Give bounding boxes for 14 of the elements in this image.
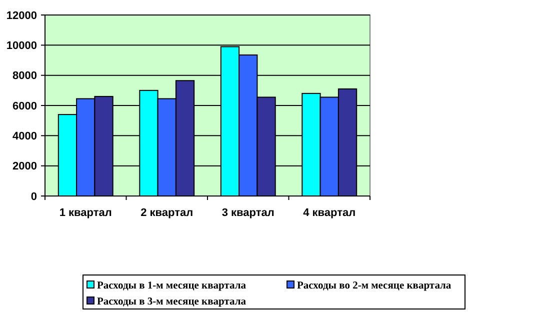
legend-label: Расходы во 2-м месяце квартала [297, 280, 452, 292]
x-tick-label: 1 квартал [59, 207, 112, 219]
legend-label: Расходы в 1-м месяце квартала [97, 280, 247, 292]
y-tick-label: 12000 [6, 10, 37, 22]
x-tick-label: 3 квартал [222, 207, 274, 219]
y-tick-label: 2000 [12, 160, 37, 173]
legend-label: Расходы в 3-м месяце квартала [97, 296, 247, 308]
y-tick-label: 8000 [12, 70, 37, 82]
x-tick-label: 4 квартал [303, 207, 356, 219]
y-tick-label: 6000 [12, 100, 37, 112]
y-tick-label: 4000 [12, 130, 37, 143]
x-tick-label: 2 квартал [140, 207, 194, 219]
y-tick-label: 0 [30, 190, 37, 203]
y-tick-label: 10000 [6, 40, 37, 52]
